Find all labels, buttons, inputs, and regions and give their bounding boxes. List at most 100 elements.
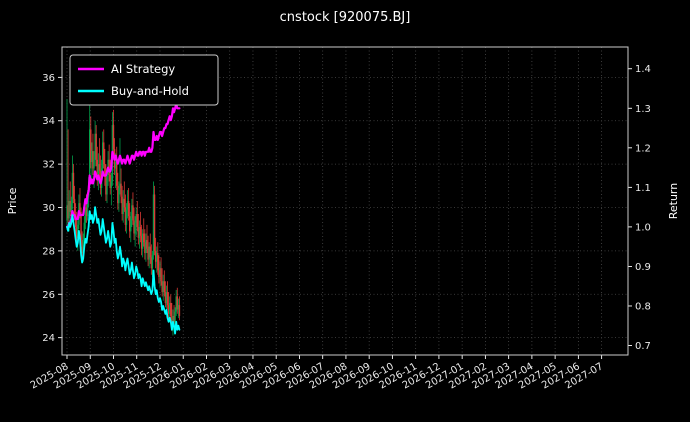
buy-and-hold-line [66, 206, 181, 335]
return-tick-label: 0.9 [635, 262, 651, 273]
legend-label-ai-strategy: AI Strategy [111, 62, 175, 76]
candle-body [82, 240, 84, 254]
candle-body [81, 246, 83, 254]
y-axis-label-price: Price [6, 187, 19, 214]
legend-box [69, 54, 219, 106]
candle-body [148, 246, 150, 260]
candle-body [134, 222, 136, 234]
candle-body [114, 161, 117, 169]
candle-body [69, 201, 71, 212]
candle-body [70, 203, 73, 212]
candle-body [173, 315, 175, 323]
candle-body [90, 129, 92, 162]
candle-body [145, 240, 147, 254]
axis-tick-marks [58, 68, 632, 359]
candle-body [105, 177, 107, 195]
legend: AI Strategy Buy-and-Hold [69, 54, 219, 106]
candle-body [120, 183, 122, 197]
candle-body [79, 203, 81, 212]
candlesticks [66, 99, 181, 336]
return-tick-label: 0.8 [635, 301, 651, 312]
return-tick-label: 1.0 [635, 222, 651, 233]
candle-body [161, 281, 163, 293]
candle-body [116, 161, 118, 186]
candle-body [147, 248, 149, 260]
candle-body [139, 227, 142, 236]
candle-body [104, 164, 106, 178]
candle-body [95, 133, 97, 160]
candle-body [94, 133, 96, 160]
candle-body [121, 196, 123, 215]
candle-body [167, 305, 170, 314]
candle-body [66, 205, 68, 221]
candle-body [76, 227, 78, 238]
candle-body [125, 209, 128, 225]
candle-body [169, 302, 171, 314]
price-tick-label: 28 [42, 246, 55, 257]
candle-body [156, 253, 158, 262]
candle-body [124, 207, 127, 225]
candle-body [177, 305, 180, 310]
candle-body [103, 142, 105, 165]
return-tick-label: 0.7 [635, 341, 651, 352]
candle-body [140, 235, 143, 249]
candle-body [130, 218, 132, 232]
price-tick-label: 26 [42, 290, 55, 301]
candle-body [96, 159, 98, 180]
candle-body [67, 205, 69, 219]
candle-body [132, 205, 134, 221]
candle-body [143, 233, 145, 243]
candle-body [93, 159, 95, 169]
return-tick-label: 1.1 [635, 183, 651, 194]
price-tick-label: 36 [42, 73, 55, 84]
price-tick-label: 30 [42, 203, 55, 214]
axis-tick-labels: 242628303234360.70.80.91.01.11.21.31.420… [29, 64, 651, 391]
candle-body [118, 187, 120, 204]
candle-body [86, 196, 89, 217]
candle-body [150, 257, 153, 269]
candle-body [85, 207, 88, 217]
candle-body [138, 227, 141, 238]
candle-body [127, 201, 130, 217]
price-tick-label: 34 [42, 116, 55, 127]
price-tick-label: 24 [42, 333, 55, 344]
candle-body [135, 214, 137, 223]
candle-body [137, 227, 140, 238]
candle-body [152, 194, 155, 256]
candle-body [106, 174, 108, 195]
candle-body [73, 198, 76, 217]
chart-title: cnstock [920075.BJ] [280, 10, 411, 25]
candle-body [164, 292, 167, 303]
candle-body [175, 296, 177, 312]
candle-body [98, 164, 101, 171]
candle-body [110, 181, 113, 188]
candle-body [136, 214, 138, 228]
return-tick-label: 1.3 [635, 104, 651, 115]
candle-body [165, 292, 168, 303]
candle-body [171, 315, 173, 327]
candle-body [101, 142, 104, 169]
candle-body [72, 172, 75, 199]
candle-body [117, 185, 119, 204]
strategy-lines [65, 103, 181, 335]
candle-body [97, 164, 100, 180]
candle-body [158, 270, 160, 277]
candle-body [80, 211, 82, 247]
candle-body [174, 311, 176, 323]
candle-body [84, 207, 87, 223]
candle-body [126, 201, 129, 210]
candle-body [159, 268, 161, 277]
candle-body [166, 292, 169, 306]
candle-body [144, 242, 146, 254]
candle-body [131, 205, 133, 219]
candle-body [109, 174, 111, 188]
candle-body [123, 198, 126, 208]
candle-body [162, 281, 164, 293]
return-tick-label: 1.2 [635, 143, 651, 154]
candle-body [163, 281, 166, 293]
candle-body [149, 246, 151, 258]
plot-border-group [61, 46, 629, 356]
candle-body [141, 233, 144, 249]
candle-body [74, 216, 77, 228]
